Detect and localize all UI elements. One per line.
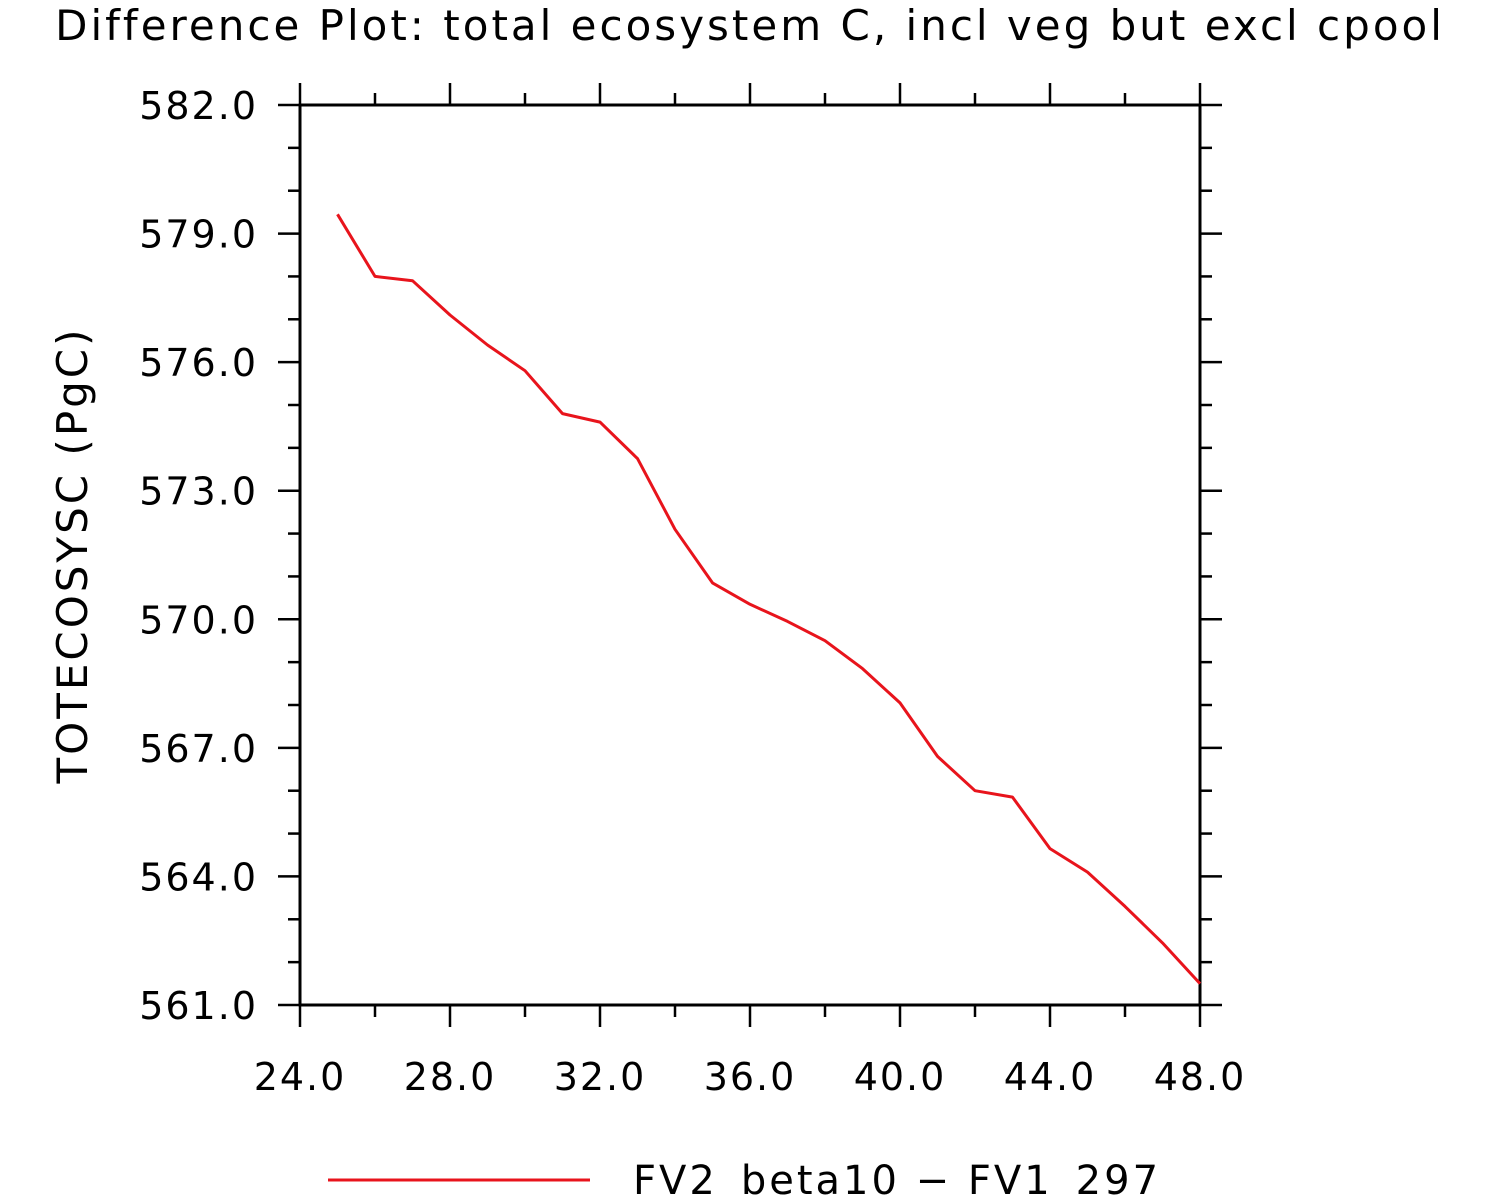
tick-labels: 24.0 28.0 32.0 36.0 40.0 44.0 48.0 561.0 564.0 56… bbox=[139, 84, 1247, 1099]
y-tick-label: 582.0 bbox=[139, 84, 258, 128]
y-tick-label: 570.0 bbox=[139, 598, 258, 642]
y-tick-label: 561.0 bbox=[139, 984, 258, 1028]
y-tick-label: 573.0 bbox=[139, 470, 258, 514]
x-tick-label: 40.0 bbox=[854, 1055, 947, 1099]
series-lines bbox=[336, 213, 1202, 985]
axis-ticks bbox=[278, 83, 1222, 1027]
x-tick-label: 44.0 bbox=[1004, 1055, 1097, 1099]
y-tick-label: 567.0 bbox=[139, 727, 258, 771]
x-tick-label: 28.0 bbox=[404, 1055, 497, 1099]
series-line bbox=[336, 213, 1202, 985]
y-tick-label: 564.0 bbox=[139, 855, 258, 899]
chart-title: Difference Plot: total ecosystem C, incl… bbox=[55, 1, 1445, 50]
y-axis-title: TOTECOSYSC (PgC) bbox=[48, 326, 97, 784]
legend: FV2_beta10 − FV1_297 bbox=[328, 1158, 1161, 1200]
x-tick-label: 48.0 bbox=[1154, 1055, 1247, 1099]
x-tick-label: 32.0 bbox=[554, 1055, 647, 1099]
x-tick-label: 24.0 bbox=[254, 1055, 347, 1099]
y-tick-label: 576.0 bbox=[139, 341, 258, 385]
plot-frame bbox=[298, 103, 1202, 1007]
x-tick-label: 36.0 bbox=[704, 1055, 797, 1099]
y-tick-label: 579.0 bbox=[139, 213, 258, 257]
legend-label: FV2_beta10 − FV1_297 bbox=[633, 1158, 1161, 1200]
